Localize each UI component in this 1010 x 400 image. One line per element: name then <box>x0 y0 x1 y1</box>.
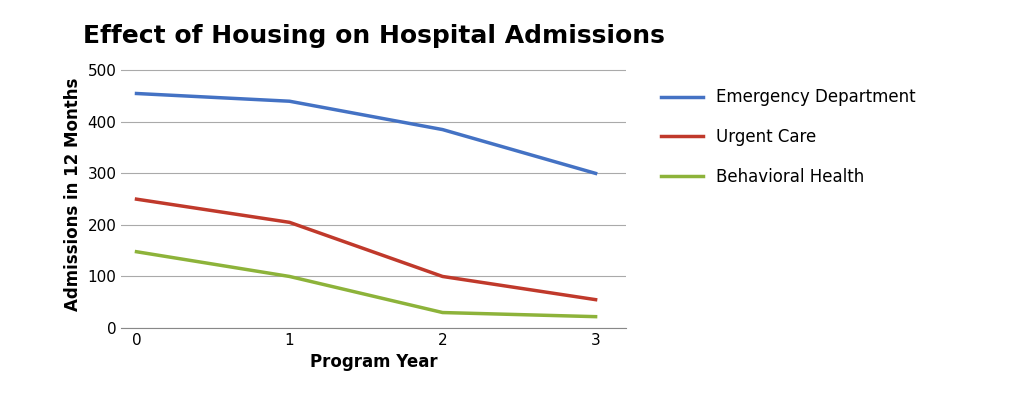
Title: Effect of Housing on Hospital Admissions: Effect of Housing on Hospital Admissions <box>83 24 665 48</box>
Urgent Care <box>130 197 142 202</box>
Emergency Department <box>590 171 602 176</box>
Behavioral Health <box>590 314 602 319</box>
X-axis label: Program Year: Program Year <box>310 354 437 372</box>
Emergency Department <box>130 91 142 96</box>
Legend: Emergency Department, Urgent Care, Behavioral Health: Emergency Department, Urgent Care, Behav… <box>654 82 923 192</box>
Y-axis label: Admissions in 12 Months: Admissions in 12 Months <box>64 77 82 311</box>
Emergency Department <box>284 99 296 104</box>
Urgent Care <box>284 220 296 225</box>
Emergency Department <box>436 127 448 132</box>
Urgent Care <box>590 297 602 302</box>
Line: Emergency Department: Emergency Department <box>136 94 596 173</box>
Behavioral Health <box>436 310 448 315</box>
Line: Behavioral Health: Behavioral Health <box>136 252 596 317</box>
Line: Urgent Care: Urgent Care <box>136 199 596 300</box>
Urgent Care <box>436 274 448 279</box>
Behavioral Health <box>130 249 142 254</box>
Behavioral Health <box>284 274 296 279</box>
